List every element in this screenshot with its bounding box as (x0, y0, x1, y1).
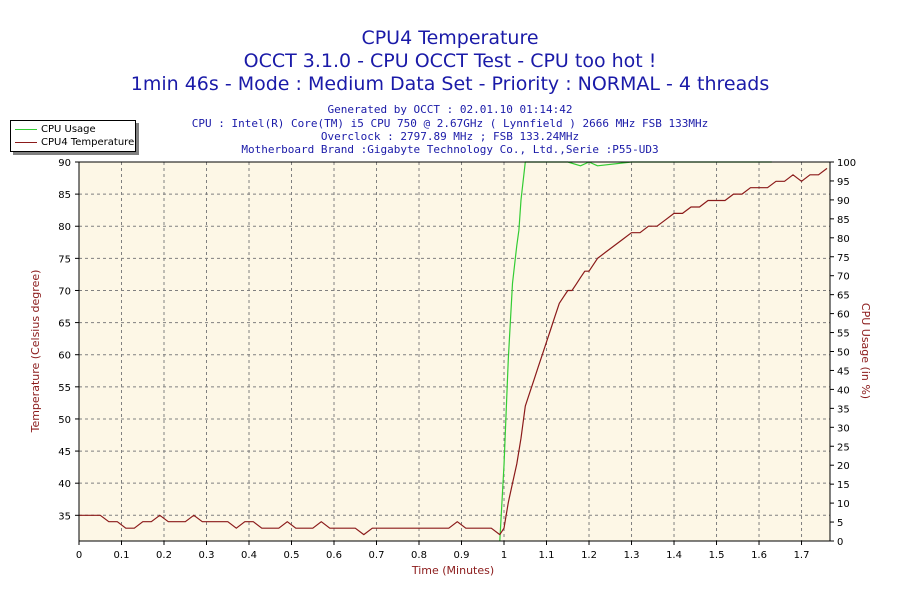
y2-tick-label: 95 (837, 177, 850, 188)
chart-subtitle-mode: 1min 46s - Mode : Medium Data Set - Prio… (130, 73, 770, 95)
motherboard-info: Motherboard Brand :Gigabyte Technology C… (241, 143, 659, 156)
x-tick-label: 1.6 (751, 550, 767, 561)
x-tick-label: 0.3 (199, 550, 215, 561)
y2-tick-label: 15 (837, 480, 850, 491)
x-tick-label: 0 (76, 550, 82, 561)
y2-tick-label: 80 (837, 234, 850, 245)
x-tick-label: 1 (501, 550, 507, 561)
x-axis-label: Time (Minutes) (411, 564, 494, 577)
y2-tick-label: 5 (837, 518, 843, 529)
y2-tick-label: 50 (837, 348, 850, 359)
y-tick-label: 75 (58, 254, 71, 265)
y2-tick-label: 75 (837, 253, 850, 264)
legend-swatch-cpu4-temperature (15, 142, 37, 143)
x-tick-label: 0.6 (326, 550, 342, 561)
y-tick-label: 65 (58, 319, 71, 330)
y-tick-label: 35 (58, 511, 71, 522)
x-tick-label: 1.4 (666, 550, 682, 561)
y-tick-label: 40 (58, 479, 71, 490)
x-tick-label: 1.7 (794, 550, 810, 561)
y-tick-label: 60 (58, 351, 71, 362)
plot-background (79, 162, 830, 541)
series-line-cpu4-temperature (79, 167, 828, 536)
y-tick-label: 85 (58, 190, 71, 201)
x-tick-label: 1.3 (624, 550, 640, 561)
y2-tick-label: 65 (837, 291, 850, 302)
x-tick-label: 0.5 (284, 550, 300, 561)
y-tick-label: 45 (58, 447, 71, 458)
x-tick-label: 0.2 (156, 550, 172, 561)
x-tick-label: 0.4 (241, 550, 257, 561)
legend: CPU Usage CPU4 Temperature (10, 120, 136, 152)
legend-item-cpu4-temperature: CPU4 Temperature (15, 136, 134, 149)
y2-tick-label: 10 (837, 499, 850, 510)
x-tick-label: 0.7 (369, 550, 385, 561)
grid-lines (79, 162, 830, 541)
y-tick-label: 90 (58, 158, 71, 169)
y2-tick-label: 20 (837, 461, 850, 472)
axes: 0 0.1 0.2 0.3 0.4 0.5 0.6 0.7 0.8 0.9 1 1.1 1.2 1.3 1.… (58, 158, 856, 561)
y2-tick-label: 60 (837, 310, 850, 321)
x-tick-label: 1.2 (581, 550, 597, 561)
y-tick-label: 50 (58, 415, 71, 426)
legend-label-cpu-usage: CPU Usage (41, 124, 96, 135)
y2-tick-label: 90 (837, 196, 850, 207)
y2-tick-label: 25 (837, 442, 850, 453)
y-tick-label: 55 (58, 383, 71, 394)
x-tick-label: 0.8 (411, 550, 427, 561)
y2-axis-label: CPU Usage (in %) (859, 303, 872, 399)
overclock-info: Overclock : 2797.89 MHz ; FSB 133.24MHz (320, 130, 580, 143)
y2-tick-label: 35 (837, 404, 850, 415)
legend-item-cpu-usage: CPU Usage (15, 123, 96, 136)
y-tick-label: 70 (58, 286, 71, 297)
y2-tick-label: 45 (837, 366, 850, 377)
y2-tick-label: 30 (837, 423, 850, 434)
x-tick-label: 1.5 (709, 550, 725, 561)
x-tick-label: 0.1 (114, 550, 130, 561)
chart-title: CPU4 Temperature (361, 27, 539, 49)
x-tick-label: 0.9 (454, 550, 470, 561)
y2-tick-label: 0 (837, 537, 843, 548)
y2-tick-label: 40 (837, 385, 850, 396)
y-axis-label: Temperature (Celsius degree) (29, 270, 42, 434)
generated-info: Generated by OCCT : 02.01.10 01:14:42 (327, 103, 573, 116)
y-tick-label: 80 (58, 222, 71, 233)
legend-label-cpu4-temperature: CPU4 Temperature (41, 137, 135, 148)
y2-tick-label: 70 (837, 272, 850, 283)
legend-swatch-cpu-usage (15, 129, 37, 130)
y2-tick-label: 85 (837, 215, 850, 226)
y2-tick-label: 100 (837, 158, 856, 169)
chart-subtitle-test: OCCT 3.1.0 - CPU OCCT Test - CPU too hot… (243, 50, 657, 72)
cpu-info: CPU : Intel(R) Core(TM) i5 CPU 750 @ 2.6… (191, 117, 709, 130)
y2-tick-label: 55 (837, 329, 850, 340)
x-tick-label: 1.1 (539, 550, 555, 561)
